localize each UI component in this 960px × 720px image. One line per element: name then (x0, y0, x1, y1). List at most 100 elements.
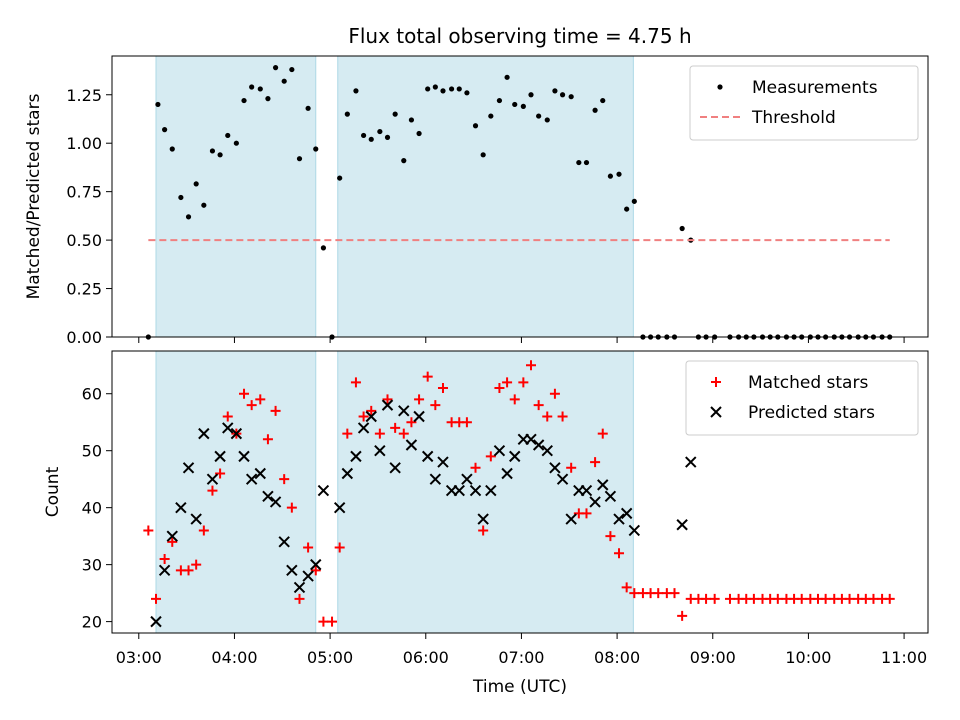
matched-stars-point (167, 536, 178, 547)
measurements-point (520, 103, 526, 109)
x-tick-label: 09:00 (690, 648, 736, 667)
matched-stars-point (350, 377, 361, 388)
predicted-stars-point (405, 439, 418, 451)
predicted-stars-point (381, 399, 394, 411)
predicted-stars-point (198, 427, 210, 440)
matched-stars-point (414, 394, 425, 405)
matched-stars-point (820, 593, 831, 604)
y-tick-label: 0.50 (66, 231, 102, 250)
x-tick-label: 08:00 (594, 648, 640, 667)
y-axis-label: Matched/Predicted stars (24, 93, 44, 299)
predicted-stars-point (461, 473, 473, 485)
predicted-stars-point (182, 462, 195, 474)
measurements-point (631, 198, 637, 204)
matched-stars-point (374, 428, 385, 439)
measurements-point (169, 146, 175, 152)
x-tick-label: 07:00 (498, 648, 544, 667)
matched-stars-point (772, 593, 783, 604)
predicted-stars-point (302, 570, 314, 582)
legend-label: Matched stars (748, 373, 868, 393)
matched-stars-point (629, 588, 640, 599)
measurements-point (504, 74, 510, 80)
predicted-stars-point (453, 484, 465, 497)
matched-stars-point (198, 525, 209, 536)
matched-stars-point (485, 451, 496, 462)
predicted-stars-point (293, 581, 306, 594)
legend-marker (710, 406, 722, 418)
measurements-point (313, 146, 319, 152)
predicted-stars-point (206, 473, 219, 485)
predicted-stars-point (549, 462, 561, 474)
matched-stars-point (406, 417, 417, 428)
measurements-point (337, 175, 343, 181)
predicted-stars-point (230, 427, 243, 440)
chart-title: Flux total observing time = 4.75 h (348, 24, 691, 48)
predicted-stars-point (254, 467, 266, 480)
measurements-point (401, 158, 407, 164)
predicted-stars-point (310, 558, 322, 571)
predicted-stars-point (509, 450, 521, 463)
predicted-stars-point (262, 490, 274, 502)
measurements-point (249, 84, 255, 90)
measurements-point (225, 132, 231, 139)
matched-stars-point (461, 417, 472, 428)
predicted-stars-point (158, 564, 171, 577)
legend-label: Predicted stars (748, 403, 875, 423)
measurements-point (193, 181, 199, 187)
predicted-stars-point (190, 513, 202, 525)
top-panel: 0.00 0.25 0.50 0.75 1.00 1.25 Matched/Predicte… (24, 55, 929, 347)
y-tick-label: 0.75 (66, 183, 102, 202)
matched-stars-point (222, 411, 233, 422)
y-tick-label: 40 (82, 499, 102, 518)
predicted-stars-point (565, 513, 577, 525)
measurements-point (272, 65, 279, 71)
matched-stars-point (246, 400, 257, 411)
matched-stars-point (557, 411, 568, 422)
measurements-point (544, 117, 550, 123)
measurements-point (265, 96, 271, 102)
matched-stars-point (581, 508, 592, 519)
predicted-stars-point (429, 473, 442, 485)
matched-stars-point (526, 360, 537, 371)
predicted-stars-point (556, 473, 569, 485)
measurements-point (528, 92, 534, 98)
matched-stars-point (621, 582, 632, 593)
matched-stars-point (653, 588, 664, 599)
measurements-point (178, 194, 184, 201)
matched-stars-point (494, 383, 505, 394)
predicted-stars-point (628, 524, 641, 537)
measurements-point (392, 111, 398, 117)
matched-stars-point (327, 616, 338, 627)
matched-stars-point (430, 400, 441, 411)
measurements-point (432, 84, 438, 90)
measurements-point (679, 225, 685, 232)
predicted-stars-point (222, 422, 234, 434)
predicted-stars-point (477, 513, 489, 525)
measurements-point (408, 117, 415, 123)
matched-stars-point (677, 610, 688, 621)
measurements-point (449, 86, 455, 92)
matched-stars-point (844, 593, 855, 604)
predicted-stars-point (532, 439, 545, 451)
predicted-stars-point (350, 450, 362, 463)
measurements-point (425, 86, 431, 92)
measurements-point (568, 94, 574, 100)
measurements-point (155, 101, 161, 108)
matched-stars-point (701, 593, 712, 604)
measurements-point (353, 88, 359, 94)
matched-stars-point (437, 383, 448, 394)
matched-stars-point (884, 593, 895, 604)
y-tick-label: 30 (82, 556, 102, 575)
measurements-point (360, 132, 367, 139)
matched-stars-point (518, 377, 529, 388)
predicted-stars-point (413, 410, 425, 423)
measurements-point (241, 97, 247, 104)
measurements-point (185, 214, 192, 220)
matched-stars-point (286, 502, 297, 513)
predicted-stars-point (493, 444, 506, 457)
matched-stars-point (509, 394, 520, 405)
matched-stars-point (366, 405, 377, 416)
legend-box (685, 360, 919, 436)
matched-stars-point (303, 542, 314, 553)
